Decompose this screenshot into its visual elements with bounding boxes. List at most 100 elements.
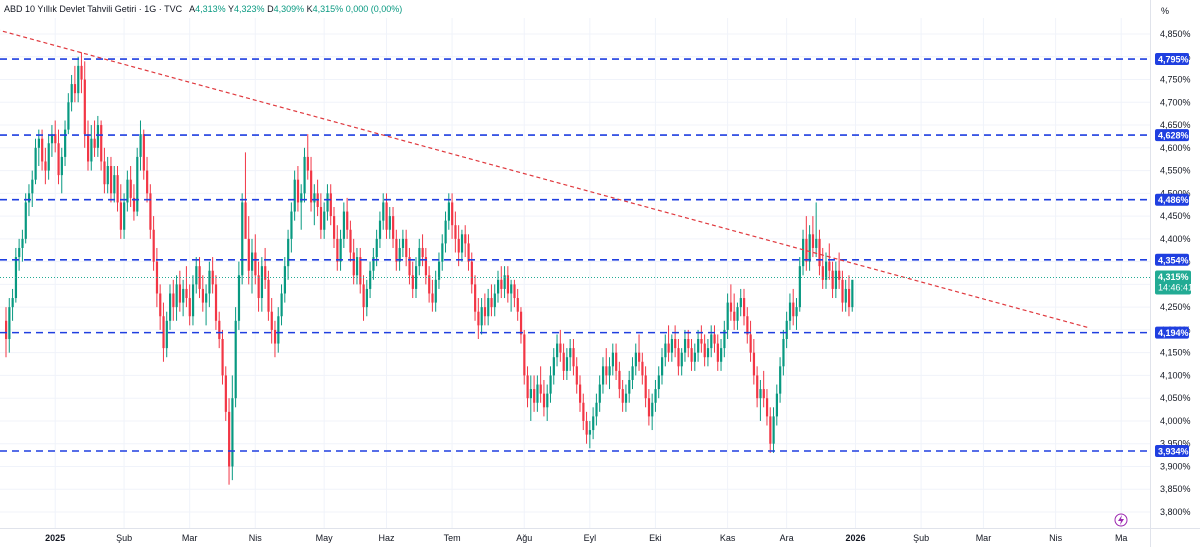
candle: [402, 230, 404, 257]
candle: [25, 193, 27, 243]
candle-body: [448, 202, 450, 220]
candle-body: [412, 275, 414, 289]
candle: [835, 262, 837, 298]
candle-body: [215, 284, 217, 320]
candle-body: [691, 348, 693, 362]
candle: [838, 253, 840, 289]
candle: [48, 134, 50, 180]
candle: [264, 248, 266, 289]
time-tick-label: Tem: [444, 533, 461, 543]
candle-body: [258, 275, 260, 298]
candle-body: [8, 307, 10, 339]
candle: [540, 366, 542, 402]
candle-body: [592, 416, 594, 430]
candle: [694, 344, 696, 371]
candle: [395, 230, 397, 271]
candle: [290, 202, 292, 252]
candle-body: [395, 239, 397, 262]
candle: [664, 334, 666, 366]
candle: [668, 325, 670, 361]
candle-body: [300, 193, 302, 202]
candle: [464, 225, 466, 257]
candle: [149, 184, 151, 239]
candle: [287, 230, 289, 280]
candle-body: [274, 330, 276, 344]
candle: [80, 52, 82, 93]
candle-body: [605, 366, 607, 375]
candle-body: [195, 266, 197, 284]
candle: [77, 57, 79, 103]
candle-body: [343, 212, 345, 239]
price-tick-label: 4,450%: [1160, 211, 1191, 221]
candle: [625, 385, 627, 412]
candle-body: [648, 398, 650, 416]
candle-body: [277, 316, 279, 343]
candle: [704, 334, 706, 366]
candle: [182, 280, 184, 316]
candle-body: [139, 134, 141, 157]
candle-body: [359, 257, 361, 284]
candle: [556, 334, 558, 366]
candle-body: [5, 321, 7, 339]
candle-body: [402, 239, 404, 248]
chart[interactable]: 4,850%4,800%4,750%4,700%4,650%4,600%4,55…: [0, 0, 1200, 547]
candle-body: [487, 298, 489, 316]
candle-body: [28, 193, 30, 202]
candle-body: [67, 102, 69, 129]
candle-body: [510, 284, 512, 293]
candle: [166, 312, 168, 358]
time-tick-label: Ma: [1115, 533, 1128, 543]
candle-body: [733, 312, 735, 321]
candle-body: [251, 253, 253, 271]
candle-body: [635, 353, 637, 367]
candle-body: [795, 307, 797, 316]
candle: [733, 293, 735, 329]
candle-body: [763, 389, 765, 398]
candle: [389, 207, 391, 239]
candle-body: [389, 216, 391, 230]
symbol-name[interactable]: ABD 10 Yıllık Devlet Tahvili Getiri: [4, 4, 136, 14]
candle: [602, 357, 604, 393]
candle: [12, 289, 14, 321]
candle-body: [336, 239, 338, 262]
candle-body: [202, 289, 204, 303]
candle: [697, 330, 699, 362]
price-tick-label: 4,400%: [1160, 234, 1191, 244]
candle-body: [730, 303, 732, 312]
candle-body: [18, 248, 20, 257]
candle-body: [546, 394, 548, 408]
candle: [477, 298, 479, 339]
candle-body: [713, 334, 715, 343]
candle: [661, 348, 663, 384]
candle: [750, 321, 752, 362]
candle: [97, 116, 99, 157]
candle-body: [123, 202, 125, 229]
candle: [117, 166, 119, 212]
candle: [717, 334, 719, 370]
candle: [723, 321, 725, 357]
candle: [841, 271, 843, 312]
candle: [523, 330, 525, 385]
candle: [677, 339, 679, 375]
candle-body: [441, 243, 443, 261]
candle: [720, 339, 722, 371]
candle: [179, 271, 181, 312]
candle-body: [218, 321, 220, 339]
candle-body: [100, 125, 102, 161]
candle-body: [169, 293, 171, 320]
candle: [300, 184, 302, 230]
icon-bolt: [1118, 515, 1124, 525]
price-tick-label: 3,850%: [1160, 484, 1191, 494]
candle: [71, 75, 73, 111]
candle-body: [474, 284, 476, 311]
time-tick-label: 2025: [45, 533, 65, 543]
candle: [615, 344, 617, 380]
candle-body: [71, 84, 73, 102]
candle: [746, 307, 748, 343]
interval[interactable]: 1G: [144, 4, 156, 14]
candle-body: [753, 353, 755, 376]
candle: [212, 257, 214, 293]
candle-body: [651, 403, 653, 417]
level-price-label: 4,795%: [1155, 53, 1189, 65]
close-value: 4,315%: [313, 4, 344, 14]
